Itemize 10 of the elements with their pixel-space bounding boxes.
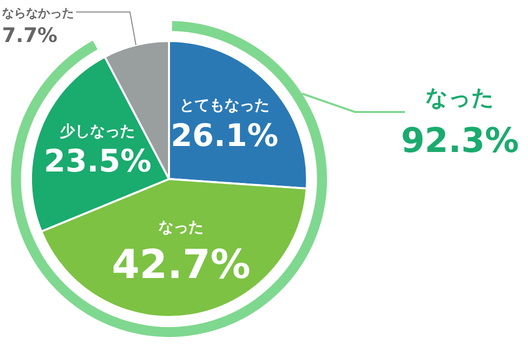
text: なった <box>426 86 494 111</box>
data-label: 23.5% <box>44 144 152 180</box>
text: 92.3% <box>401 121 519 161</box>
slice-label: ならなかった <box>2 6 74 20</box>
slice-label: なった <box>158 218 204 236</box>
slice-label: 少しなった <box>60 122 136 140</box>
data-label: 7.7% <box>2 23 58 47</box>
data-label: 42.7% <box>112 242 250 288</box>
slice-label: とてもなった <box>179 96 270 114</box>
data-label: 26.1% <box>170 118 278 154</box>
